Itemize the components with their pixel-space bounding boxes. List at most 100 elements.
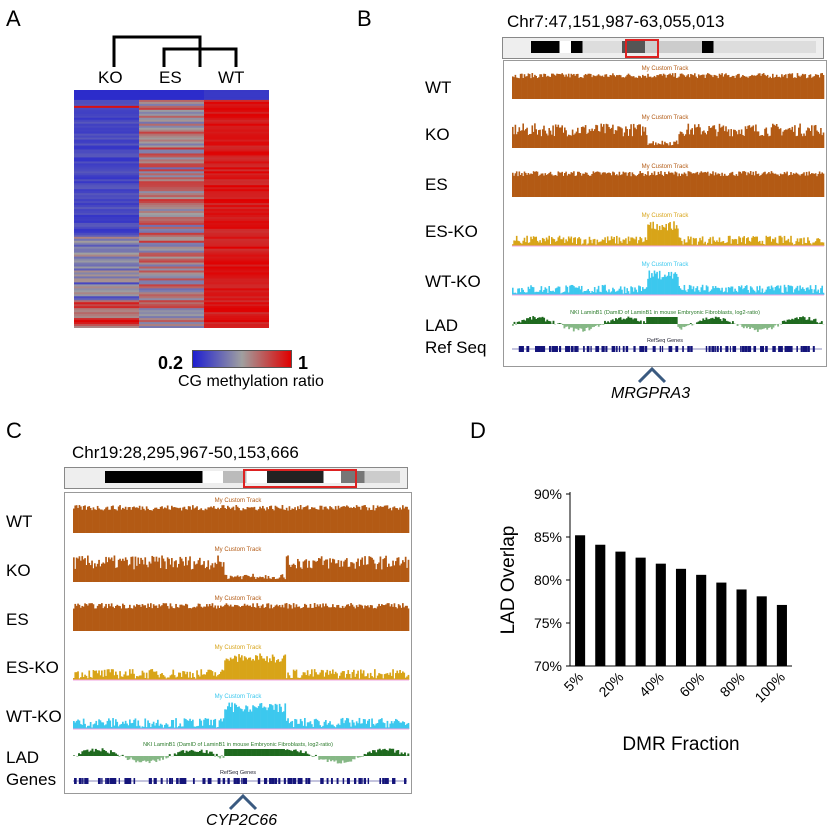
signal-bar (183, 718, 186, 729)
lad-bar (93, 751, 96, 756)
lad-bar (407, 753, 410, 756)
signal-bar (239, 576, 242, 582)
signal-bar (311, 669, 313, 680)
signal-bar (364, 676, 366, 680)
signal-bar (138, 675, 141, 680)
signal-bar (795, 241, 797, 246)
signal-bar (725, 287, 727, 295)
signal-bar (775, 74, 778, 99)
lad-bar (365, 754, 368, 756)
signal-bar (112, 669, 114, 680)
lad-bar (78, 753, 81, 756)
signal-bar (785, 74, 787, 99)
signal-bar (766, 286, 769, 295)
signal-bar (365, 723, 368, 729)
signal-bar (229, 657, 232, 680)
signal-bar (297, 506, 299, 533)
signal-bar (101, 670, 103, 680)
signal-bar (285, 556, 288, 582)
signal-bar (687, 123, 690, 148)
lad-bar (683, 324, 686, 328)
signal-bar (389, 507, 392, 533)
lad-bar (306, 753, 309, 756)
signal-bar (84, 558, 86, 582)
signal-bar (543, 175, 545, 197)
signal-bar (172, 719, 175, 729)
signal-bar (781, 174, 783, 197)
heatmap-cell (74, 111, 140, 115)
signal-bar (407, 559, 410, 582)
signal-bar (753, 236, 756, 246)
signal-bar (99, 566, 102, 582)
signal-bar (792, 77, 795, 99)
signal-bar (560, 74, 562, 99)
signal-bar (312, 607, 315, 631)
signal-bar (575, 74, 578, 99)
chromosome-ideogram (502, 37, 824, 59)
signal-bar (635, 289, 638, 295)
signal-bar (630, 76, 632, 99)
signal-bar (273, 709, 275, 729)
signal-bar (525, 129, 527, 148)
signal-bar (105, 675, 107, 680)
heatmap-cell (204, 101, 269, 105)
signal-bar (137, 508, 140, 533)
lad-bar (279, 749, 282, 756)
signal-bar (805, 243, 808, 246)
signal-bar (129, 669, 131, 680)
heatmap-cell (139, 260, 205, 264)
signal-bar (515, 77, 518, 99)
signal-bar (638, 75, 640, 99)
lad-bar (820, 321, 823, 324)
signal-bar (697, 241, 700, 246)
signal-bar (218, 509, 221, 533)
signal-bar (531, 73, 534, 99)
gene-label-b: MRGPRA3 (611, 385, 691, 402)
signal-bar (281, 712, 284, 729)
signal-bar (323, 676, 326, 680)
signal-bar (154, 561, 156, 582)
signal-bar (382, 506, 385, 533)
signal-bar (660, 74, 662, 99)
signal-bar (532, 171, 535, 197)
lad-bar (146, 756, 149, 761)
signal-bar (668, 145, 670, 148)
signal-bar (718, 73, 721, 99)
signal-bar (290, 721, 292, 729)
lad-bar (646, 317, 649, 324)
heatmap-cell (139, 230, 205, 234)
signal-bar (291, 608, 294, 631)
signal-bar (626, 288, 628, 295)
signal-bar (290, 605, 292, 631)
lad-bar (274, 749, 277, 756)
signal-bar (283, 577, 285, 582)
signal-bar (770, 241, 773, 246)
signal-bar (371, 605, 373, 631)
signal-bar (517, 176, 519, 197)
signal-bar (714, 241, 717, 246)
signal-bar (220, 671, 222, 680)
signal-bar (822, 292, 825, 295)
signal-bar (766, 74, 769, 99)
signal-bar (731, 286, 734, 295)
signal-bar (353, 669, 355, 680)
lad-bar (767, 324, 770, 328)
signal-bar (514, 292, 517, 295)
signal-bar (604, 284, 606, 295)
signal-bar (138, 563, 141, 582)
signal-bar (790, 285, 792, 295)
lad-bar (178, 751, 181, 756)
signal-bar (231, 702, 233, 729)
signal-bar (204, 606, 207, 631)
signal-bar (536, 240, 539, 246)
heatmap-cell (139, 133, 205, 137)
signal-bar (221, 669, 224, 680)
signal-bar (267, 662, 270, 680)
signal-bar (178, 607, 180, 631)
lad-bar (655, 317, 658, 324)
signal-bar (201, 674, 204, 680)
signal-bar (582, 292, 584, 295)
signal-bar (360, 509, 362, 533)
signal-bar (696, 171, 699, 197)
